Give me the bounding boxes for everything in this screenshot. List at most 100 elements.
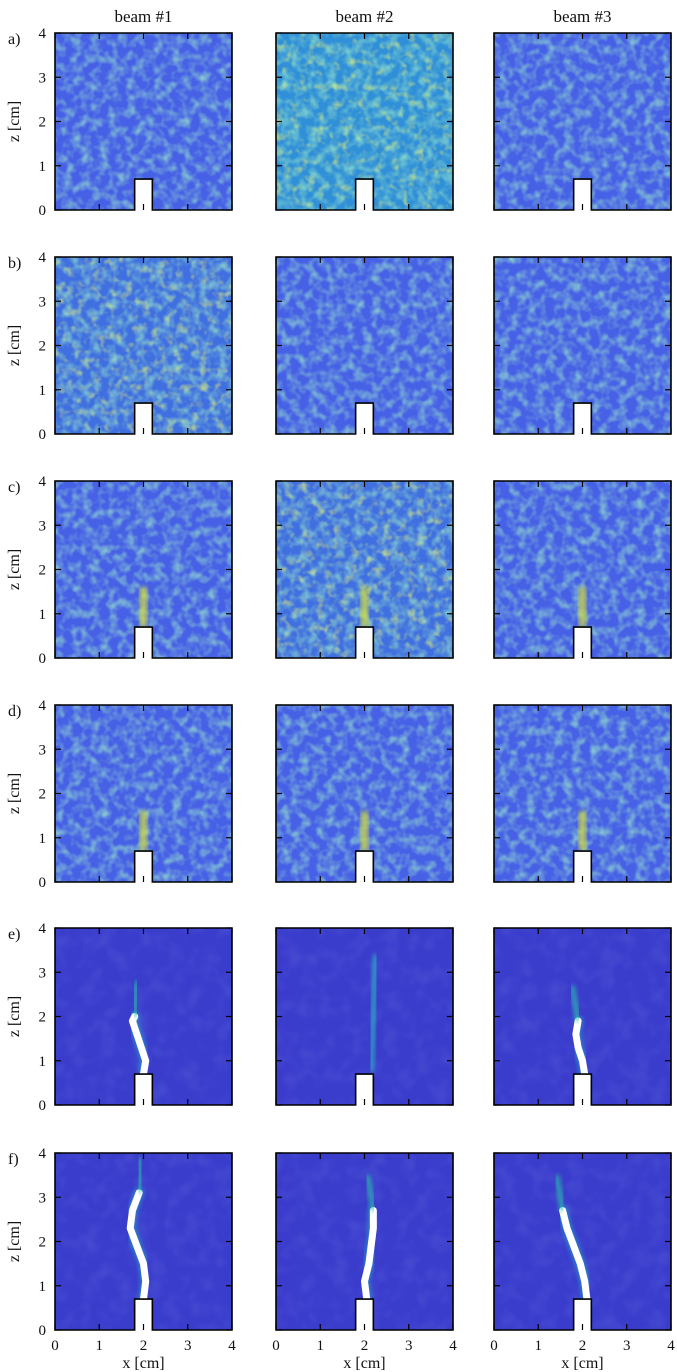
y-tick-label: 4 xyxy=(39,698,47,714)
notch xyxy=(355,179,374,210)
crack-tip xyxy=(136,1157,144,1193)
panel-frame xyxy=(275,1152,454,1331)
panel: 0 1 2 3 4 d) z [cm] xyxy=(6,698,233,891)
panel xyxy=(493,927,672,1106)
x-tick-label: 1 xyxy=(317,1338,325,1354)
panel: 0 1 2 3 4 a) z [cm] xyxy=(6,26,233,219)
panel-frame xyxy=(54,480,233,659)
x-tick-label: 0 xyxy=(51,1338,59,1354)
panel xyxy=(275,927,454,1106)
y-tick-label: 4 xyxy=(39,26,47,42)
y-tick-label: 0 xyxy=(39,427,47,443)
panel xyxy=(275,704,454,883)
panel-frame xyxy=(275,32,454,211)
panel xyxy=(493,704,672,883)
y-tick-label: 0 xyxy=(39,1323,47,1339)
x-tick-label: 3 xyxy=(405,1338,413,1354)
notch xyxy=(134,179,153,210)
panel-frame xyxy=(493,256,672,435)
notch xyxy=(573,1074,592,1105)
y-tick-label: 2 xyxy=(39,339,47,355)
panel-frame xyxy=(275,480,454,659)
notch xyxy=(573,851,592,882)
panel: 0 1 2 3 4 x [cm] xyxy=(490,1152,675,1372)
y-tick-label: 2 xyxy=(39,787,47,803)
x-tick-label: 1 xyxy=(535,1338,543,1354)
x-tick-label: 3 xyxy=(184,1338,192,1354)
panel-frame xyxy=(493,480,672,659)
y-tick-label: 1 xyxy=(39,607,47,623)
panel-frame xyxy=(493,704,672,883)
x-tick-label: 0 xyxy=(272,1338,280,1354)
y-axis-label: z [cm] xyxy=(6,996,23,1037)
notch xyxy=(355,1074,374,1105)
crack-initiation xyxy=(360,811,369,852)
notch xyxy=(355,627,374,658)
notch xyxy=(134,1299,153,1330)
crack-initiation xyxy=(360,587,369,628)
panel-frame xyxy=(54,927,233,1106)
panel xyxy=(275,256,454,435)
panel: 0 1 2 3 4 c) z [cm] xyxy=(6,474,233,667)
notch xyxy=(134,851,153,882)
panel-frame xyxy=(275,927,454,1106)
notch xyxy=(573,179,592,210)
row-label: d) xyxy=(8,703,21,720)
y-tick-label: 1 xyxy=(39,1054,47,1070)
y-axis-label: z [cm] xyxy=(6,1221,23,1262)
notch xyxy=(573,403,592,434)
notch xyxy=(355,1299,374,1330)
column-title: beam #3 xyxy=(553,7,611,26)
panel xyxy=(493,256,672,435)
panel xyxy=(493,32,672,211)
y-tick-label: 0 xyxy=(39,1098,47,1114)
x-tick-label: 4 xyxy=(449,1338,457,1354)
notch xyxy=(134,1074,153,1105)
crack-path xyxy=(361,1207,377,1303)
notch xyxy=(134,627,153,658)
column-title: beam #1 xyxy=(114,7,172,26)
y-tick-label: 2 xyxy=(39,1235,47,1251)
y-axis-label: z [cm] xyxy=(6,101,23,142)
y-tick-label: 1 xyxy=(39,383,47,399)
panel: 0 1 2 3 4 x [cm] xyxy=(272,1152,457,1372)
y-tick-label: 3 xyxy=(39,1190,47,1206)
panel: 0 1 2 3 4 e) z [cm] xyxy=(6,921,233,1114)
y-tick-label: 2 xyxy=(39,115,47,131)
x-axis-label: x [cm] xyxy=(122,1355,164,1372)
crack-tip xyxy=(554,1174,566,1211)
row-label: a) xyxy=(8,31,20,48)
y-tick-label: 3 xyxy=(39,742,47,758)
panel-frame xyxy=(54,256,233,435)
y-tick-label: 1 xyxy=(39,831,47,847)
crack-path xyxy=(128,1013,150,1078)
x-tick-label: 3 xyxy=(623,1338,631,1354)
crack-path xyxy=(126,1189,150,1303)
crack-tip xyxy=(132,980,140,1017)
y-tick-label: 2 xyxy=(39,1010,47,1026)
y-tick-label: 0 xyxy=(39,651,47,667)
y-tick-label: 1 xyxy=(39,159,47,175)
notch xyxy=(134,403,153,434)
x-tick-label: 1 xyxy=(96,1338,104,1354)
y-tick-label: 0 xyxy=(39,203,47,219)
row-label: e) xyxy=(8,926,20,943)
y-tick-label: 2 xyxy=(39,563,47,579)
crack-path xyxy=(572,1017,589,1078)
y-tick-label: 4 xyxy=(39,1146,47,1162)
panel: 0 1 2 3 4 f) z [cm] 0 1 2 3 4 x [cm] xyxy=(6,1146,236,1372)
y-tick-label: 1 xyxy=(39,1279,47,1295)
notch xyxy=(573,1299,592,1330)
x-axis-label: x [cm] xyxy=(343,1355,385,1372)
y-tick-label: 4 xyxy=(39,921,47,937)
column-title: beam #2 xyxy=(335,7,393,26)
panel-frame xyxy=(493,32,672,211)
panel-frame xyxy=(275,256,454,435)
row-label: b) xyxy=(8,255,21,272)
row-label: c) xyxy=(8,479,20,496)
y-tick-label: 3 xyxy=(39,294,47,310)
x-tick-label: 4 xyxy=(228,1338,236,1354)
x-tick-label: 2 xyxy=(361,1338,369,1354)
y-axis-label: z [cm] xyxy=(6,773,23,814)
panel xyxy=(493,480,672,659)
